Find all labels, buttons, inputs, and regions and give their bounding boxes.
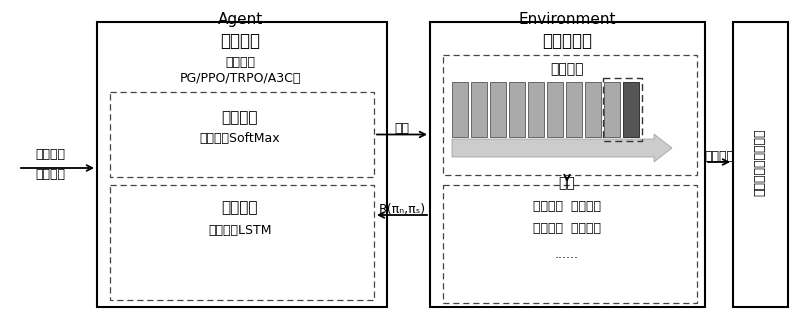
Text: PG/PPO/TRPO/A3C等: PG/PPO/TRPO/A3C等 xyxy=(179,72,301,85)
Text: 预测: 预测 xyxy=(559,176,576,190)
Bar xyxy=(452,82,468,137)
Text: 计算负载  运行时间: 计算负载 运行时间 xyxy=(533,222,601,235)
Bar xyxy=(604,82,620,137)
FancyArrow shape xyxy=(452,134,672,162)
Bar xyxy=(547,82,563,137)
Text: 策略网络LSTM: 策略网络LSTM xyxy=(208,224,272,237)
Text: Agent: Agent xyxy=(218,12,263,27)
Bar xyxy=(585,82,601,137)
Bar xyxy=(443,55,697,175)
Text: 通信开销  内存占用: 通信开销 内存占用 xyxy=(533,200,601,213)
Text: 调度策略: 调度策略 xyxy=(222,200,258,215)
Text: 切分策略: 切分策略 xyxy=(222,110,258,125)
Text: 策略网络: 策略网络 xyxy=(220,32,260,50)
Bar xyxy=(490,82,506,137)
Text: 执行模拟器: 执行模拟器 xyxy=(542,32,592,50)
Text: 真实分布式环境执行: 真实分布式环境执行 xyxy=(754,128,766,196)
Bar xyxy=(733,22,788,307)
Text: 执行队列: 执行队列 xyxy=(550,62,584,76)
Bar xyxy=(443,185,697,303)
Text: R(πₙ,πₛ): R(πₙ,πₛ) xyxy=(379,203,426,216)
Text: 策略网络SoftMax: 策略网络SoftMax xyxy=(199,132,280,145)
Bar xyxy=(509,82,525,137)
Text: 最优策略: 最优策略 xyxy=(704,150,734,163)
Bar xyxy=(566,82,582,137)
Text: 设备图Ｄ: 设备图Ｄ xyxy=(35,168,65,181)
Bar xyxy=(110,92,374,177)
Bar xyxy=(110,185,374,300)
Bar xyxy=(471,82,487,137)
Bar xyxy=(623,82,639,137)
Text: 策略优化: 策略优化 xyxy=(225,56,255,69)
Text: 策略: 策略 xyxy=(395,123,410,136)
Bar xyxy=(97,22,387,307)
Text: Environment: Environment xyxy=(518,12,616,27)
Text: 计算图Ｇ: 计算图Ｇ xyxy=(35,148,65,161)
Text: ......: ...... xyxy=(555,248,579,261)
Bar xyxy=(430,22,705,307)
Bar xyxy=(603,78,642,141)
Bar xyxy=(528,82,544,137)
